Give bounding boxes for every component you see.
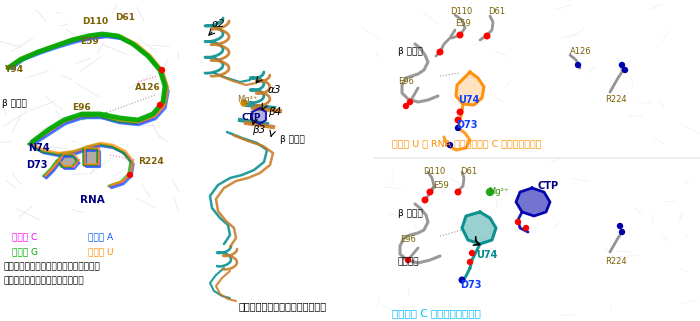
Circle shape bbox=[422, 197, 428, 203]
Circle shape bbox=[127, 172, 132, 178]
Polygon shape bbox=[85, 148, 99, 164]
Circle shape bbox=[407, 100, 412, 105]
Circle shape bbox=[447, 143, 452, 148]
Text: D61: D61 bbox=[488, 7, 505, 16]
Circle shape bbox=[427, 189, 433, 195]
Text: E59: E59 bbox=[455, 20, 470, 29]
Circle shape bbox=[241, 100, 247, 106]
Text: 開いた構造から閉じた構造へ変化: 開いた構造から閉じた構造へ変化 bbox=[239, 301, 327, 311]
Circle shape bbox=[622, 67, 627, 73]
Text: U74: U74 bbox=[458, 95, 480, 105]
Text: β3: β3 bbox=[252, 125, 265, 135]
Text: D110: D110 bbox=[82, 18, 108, 27]
Text: D110: D110 bbox=[450, 7, 473, 16]
Polygon shape bbox=[59, 154, 79, 166]
Text: A126: A126 bbox=[570, 48, 592, 56]
Text: β ターン: β ターン bbox=[280, 135, 304, 144]
Polygon shape bbox=[462, 212, 496, 244]
Circle shape bbox=[620, 63, 624, 67]
Circle shape bbox=[617, 223, 622, 229]
Circle shape bbox=[524, 225, 528, 230]
Circle shape bbox=[470, 250, 475, 256]
Text: D73: D73 bbox=[26, 160, 48, 170]
Text: 末端が U: 末端が U bbox=[88, 247, 113, 256]
Text: １番目のＣの位置に変異が入ったＲＮＡ: １番目のＣの位置に変異が入ったＲＮＡ bbox=[4, 263, 101, 272]
Text: D110: D110 bbox=[423, 168, 445, 177]
Circle shape bbox=[455, 189, 461, 195]
Text: Mg²⁺: Mg²⁺ bbox=[488, 187, 508, 196]
Circle shape bbox=[575, 63, 580, 67]
Text: N74: N74 bbox=[28, 143, 50, 153]
Circle shape bbox=[158, 102, 162, 108]
Text: 末端が C: 末端が C bbox=[12, 232, 37, 241]
Circle shape bbox=[457, 109, 463, 115]
Text: E96: E96 bbox=[398, 77, 414, 86]
Text: E96: E96 bbox=[400, 236, 416, 245]
Text: α2: α2 bbox=[212, 19, 225, 29]
Text: 末端が U の RNA との複合体： C が付加される前: 末端が U の RNA との複合体： C が付加される前 bbox=[392, 140, 542, 149]
Text: CTP: CTP bbox=[538, 181, 559, 191]
Text: U74: U74 bbox=[476, 250, 498, 260]
Text: D73: D73 bbox=[456, 120, 477, 130]
Text: ２番目に C が付加される瞬間: ２番目に C が付加される瞬間 bbox=[392, 308, 481, 318]
Polygon shape bbox=[516, 188, 550, 216]
Text: D73: D73 bbox=[460, 280, 482, 290]
Text: との複合体構造４種の重ね合わせ: との複合体構造４種の重ね合わせ bbox=[4, 276, 85, 285]
Text: Y94: Y94 bbox=[4, 65, 23, 74]
Circle shape bbox=[403, 103, 409, 108]
Text: β4: β4 bbox=[268, 107, 281, 117]
Text: E59: E59 bbox=[433, 180, 449, 189]
Text: 反転する: 反転する bbox=[398, 257, 419, 266]
Text: β ターン: β ターン bbox=[398, 48, 423, 56]
Circle shape bbox=[405, 257, 410, 263]
Polygon shape bbox=[57, 155, 76, 167]
Circle shape bbox=[486, 188, 493, 195]
Text: A126: A126 bbox=[135, 83, 161, 92]
Text: R224: R224 bbox=[138, 158, 164, 167]
Circle shape bbox=[515, 220, 521, 224]
Polygon shape bbox=[83, 149, 97, 165]
Text: 末端が G: 末端が G bbox=[12, 247, 38, 256]
Circle shape bbox=[457, 32, 463, 38]
Text: Mg²⁺: Mg²⁺ bbox=[237, 96, 258, 105]
Circle shape bbox=[160, 67, 164, 73]
Text: E96: E96 bbox=[72, 103, 91, 112]
Polygon shape bbox=[60, 157, 80, 169]
Text: CTP: CTP bbox=[242, 114, 262, 123]
Polygon shape bbox=[84, 150, 98, 166]
Text: α3: α3 bbox=[268, 85, 281, 95]
Polygon shape bbox=[58, 156, 78, 168]
Circle shape bbox=[455, 117, 461, 123]
Circle shape bbox=[484, 33, 490, 39]
Circle shape bbox=[468, 259, 472, 265]
Text: E59: E59 bbox=[80, 38, 99, 47]
Text: β ターン: β ターン bbox=[2, 99, 27, 108]
Text: D61: D61 bbox=[460, 168, 477, 177]
Polygon shape bbox=[252, 108, 266, 124]
Circle shape bbox=[438, 49, 443, 55]
Text: D61: D61 bbox=[115, 13, 135, 22]
Circle shape bbox=[456, 126, 461, 131]
Circle shape bbox=[620, 230, 624, 235]
Text: R224: R224 bbox=[605, 257, 626, 266]
Text: β ターン: β ターン bbox=[398, 209, 423, 218]
Text: 末端が A: 末端が A bbox=[88, 232, 113, 241]
Polygon shape bbox=[456, 72, 484, 105]
Polygon shape bbox=[85, 151, 99, 167]
Circle shape bbox=[459, 277, 465, 283]
Text: RNA: RNA bbox=[80, 195, 105, 205]
Text: R224: R224 bbox=[605, 96, 626, 105]
